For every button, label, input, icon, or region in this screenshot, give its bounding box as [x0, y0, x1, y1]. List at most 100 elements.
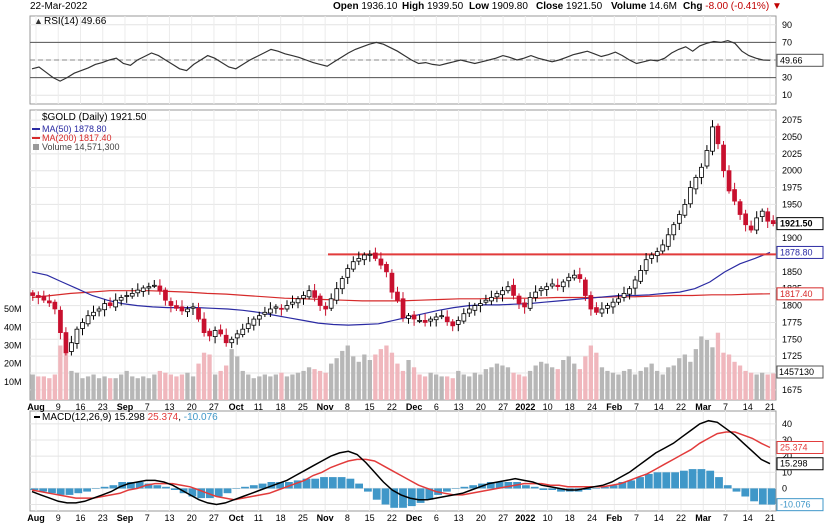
macd-x-tick-label: 22 [676, 513, 686, 523]
candle [339, 275, 345, 295]
candle [372, 247, 378, 262]
volume-bar [218, 370, 223, 400]
macd-histogram-bar [407, 488, 416, 507]
candle [306, 285, 312, 300]
volume-bar [638, 370, 643, 400]
candle-body [610, 301, 616, 308]
volume-bar [146, 378, 151, 400]
macd-x-tick-label: 14 [654, 513, 664, 523]
candle-body [527, 297, 533, 309]
candle-body [433, 316, 439, 321]
candle [102, 299, 107, 317]
volume-bar [406, 360, 411, 400]
quote-date: 22-Mar-2022 [30, 1, 88, 12]
candle [721, 141, 726, 178]
volume-bar [561, 360, 566, 400]
candle-body [234, 333, 240, 339]
candle [583, 277, 588, 301]
macd-tick-label: 0 [782, 483, 787, 493]
macd-histogram-bar [381, 488, 390, 505]
candle-body [323, 305, 329, 310]
candle-body [477, 303, 483, 307]
volume-bar [599, 367, 605, 400]
candle [605, 302, 610, 314]
candle-body [245, 323, 251, 329]
candle [455, 316, 461, 332]
macd-histogram-bar [741, 488, 750, 497]
macd-x-tick-label: 22 [387, 513, 397, 523]
candle [140, 285, 146, 297]
candle [632, 275, 638, 295]
candle-body [190, 306, 196, 309]
candle [594, 302, 599, 315]
macd-tick-label: 30 [782, 435, 792, 445]
volume-bar [732, 361, 737, 400]
macd-x-tick-label: 7 [723, 513, 728, 523]
price-x-tick-label: Dec [406, 402, 423, 412]
candle [74, 326, 80, 349]
volume-tick-label: 20M [4, 359, 22, 369]
candle [301, 291, 306, 305]
macd-histogram-bar [750, 488, 758, 502]
candle-body [721, 144, 726, 172]
price-x-tick-label: 24 [587, 402, 597, 412]
candle-body [665, 234, 671, 247]
macd-histogram-bar [337, 477, 346, 489]
volume-bar [395, 363, 400, 400]
macd-x-tick-label: 15 [365, 513, 375, 523]
candle-body [251, 318, 257, 326]
volume-bar [522, 376, 527, 400]
volume-bar [710, 347, 715, 400]
candle-body [135, 289, 141, 294]
candle [682, 199, 688, 218]
macd-histogram-bar [206, 488, 214, 499]
macd-histogram-bar [355, 483, 363, 489]
candle [527, 292, 533, 311]
ma50-value-label-box [776, 245, 824, 259]
histogram-value-label-box [776, 498, 824, 512]
macd-histogram-bar [688, 469, 697, 489]
candle-body [240, 328, 246, 336]
rsi-value-box [776, 53, 824, 67]
volume-quote: Volume 14.6M [611, 0, 677, 13]
macd-histogram-bar [644, 473, 653, 489]
macd-x-tick-label: 16 [75, 513, 85, 523]
candle [85, 310, 91, 327]
candle [41, 290, 47, 303]
volume-bar [417, 374, 422, 400]
candle [256, 311, 262, 326]
candle-body [406, 315, 411, 319]
macd-x-tick-label: 9 [56, 513, 61, 523]
macd-histogram-bar [293, 480, 302, 489]
candle [588, 291, 594, 316]
candle [665, 228, 671, 251]
price-x-tick-label: 2022 [515, 402, 535, 412]
volume-bar [301, 370, 306, 400]
candle-body [174, 305, 179, 309]
macd-histogram-bar [56, 488, 65, 495]
volume-tick-label: 40M [4, 322, 22, 332]
candle-body [47, 300, 52, 304]
candle [461, 308, 467, 324]
candle-body [306, 290, 312, 298]
volume-bar [229, 349, 234, 400]
candle-body [201, 318, 207, 334]
macd-histogram-bar [170, 488, 179, 490]
volume-bar [566, 356, 571, 400]
candle [765, 207, 771, 228]
macd-x-tick-label: 25 [298, 513, 308, 523]
candle-body [69, 342, 74, 352]
volume-bar [594, 352, 599, 400]
candle-body [395, 291, 400, 301]
price-x-tick-label: 9 [56, 402, 61, 412]
macd-histogram-bar [30, 488, 39, 490]
candle [544, 282, 550, 297]
volume-bar [743, 370, 748, 400]
candle-body [704, 150, 710, 167]
price-tick-label: 1975 [782, 183, 802, 193]
candle-body [96, 308, 102, 312]
volume-bar [113, 378, 118, 400]
volume-bar [511, 372, 516, 400]
volume-bar [340, 350, 345, 400]
volume-bar [356, 361, 361, 400]
